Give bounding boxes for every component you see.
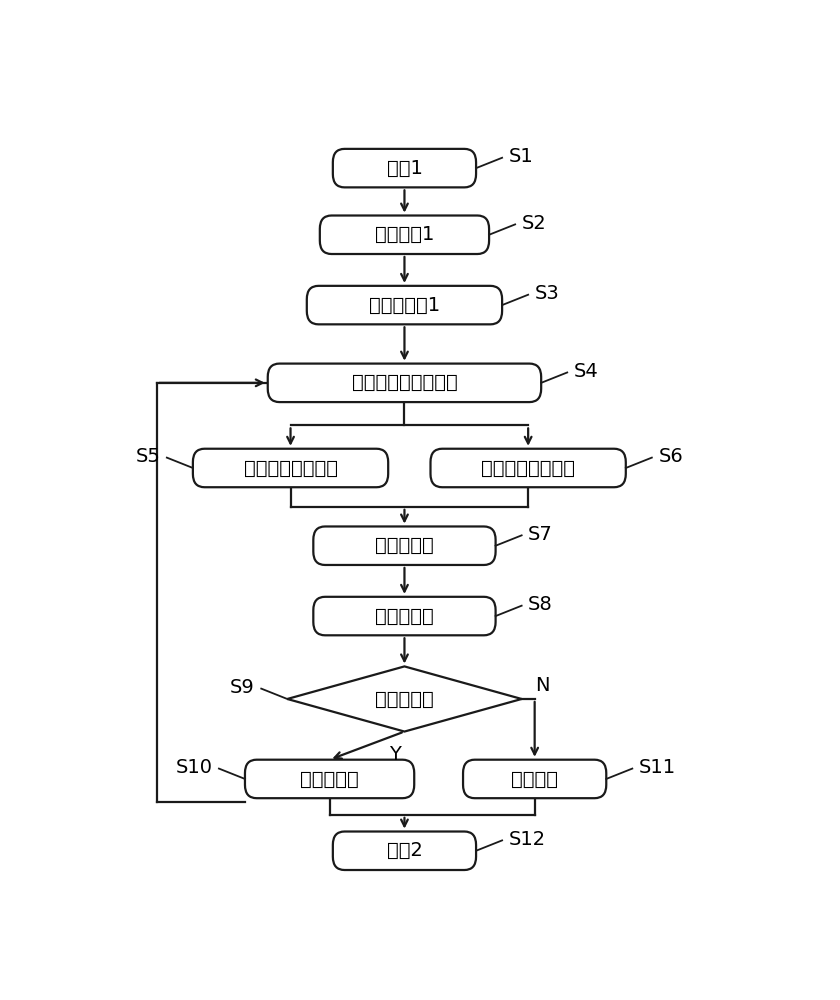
FancyBboxPatch shape xyxy=(333,149,476,187)
Text: 结束2: 结束2 xyxy=(386,841,423,860)
FancyBboxPatch shape xyxy=(463,760,606,798)
Text: 显示、存储: 显示、存储 xyxy=(300,769,359,788)
FancyBboxPatch shape xyxy=(313,526,496,565)
Text: S9: S9 xyxy=(230,678,255,697)
Text: S4: S4 xyxy=(574,362,598,381)
Text: 选择某染料泵某参数: 选择某染料泵某参数 xyxy=(352,373,457,392)
FancyBboxPatch shape xyxy=(245,760,414,798)
Text: 初始化变量1: 初始化变量1 xyxy=(369,296,440,315)
Text: S8: S8 xyxy=(528,595,553,614)
Polygon shape xyxy=(287,666,522,732)
Text: S1: S1 xyxy=(509,147,533,166)
Text: S7: S7 xyxy=(528,525,553,544)
Text: N: N xyxy=(535,676,549,695)
FancyBboxPatch shape xyxy=(320,216,489,254)
Text: S2: S2 xyxy=(522,214,546,233)
Text: Y: Y xyxy=(389,745,401,764)
FancyBboxPatch shape xyxy=(333,832,476,870)
FancyBboxPatch shape xyxy=(313,597,496,635)
Text: 开始1: 开始1 xyxy=(386,159,423,178)
FancyBboxPatch shape xyxy=(431,449,626,487)
Text: S5: S5 xyxy=(135,447,160,466)
Text: 接收数据包: 接收数据包 xyxy=(375,536,433,555)
Text: S6: S6 xyxy=(659,447,683,466)
Text: S10: S10 xyxy=(176,758,213,777)
Text: S3: S3 xyxy=(535,284,559,303)
Text: 解析数据包: 解析数据包 xyxy=(375,607,433,626)
FancyBboxPatch shape xyxy=(307,286,502,324)
Text: S11: S11 xyxy=(639,758,676,777)
FancyBboxPatch shape xyxy=(193,449,388,487)
Text: 丢数据包: 丢数据包 xyxy=(512,769,558,788)
Text: 发送采集参数指令: 发送采集参数指令 xyxy=(244,458,338,477)
Text: S12: S12 xyxy=(509,830,546,849)
Text: 校验正确？: 校验正确？ xyxy=(375,689,433,708)
Text: 发送控制参数指令: 发送控制参数指令 xyxy=(481,458,575,477)
Text: 参数设共1: 参数设共1 xyxy=(375,225,434,244)
FancyBboxPatch shape xyxy=(268,364,541,402)
